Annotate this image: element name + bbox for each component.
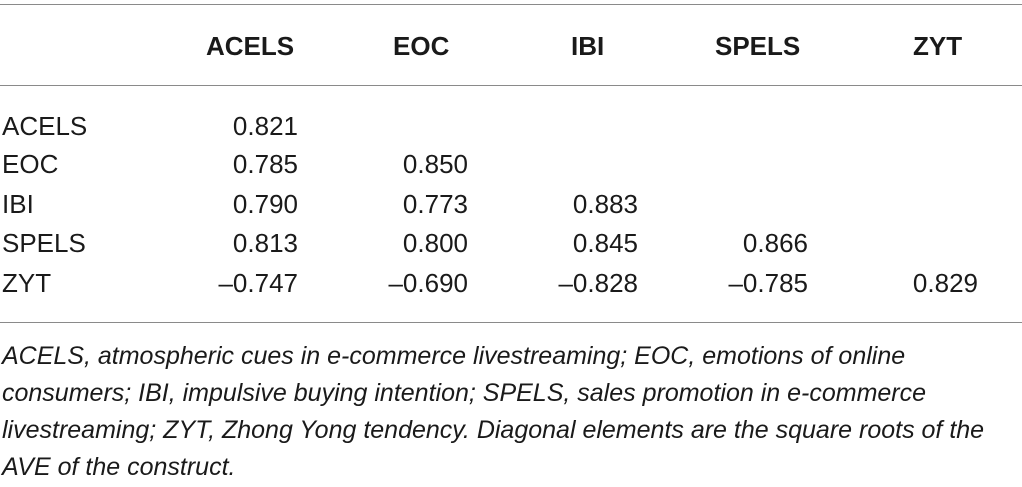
table-footnote: ACELS, atmospheric cues in e-commerce li… [2,342,985,481]
cell-ibi-acels: 0.790 [232,189,298,219]
cell-zyt-spels: –0.785 [728,268,808,298]
cell-spels-ibi: 0.845 [572,228,638,258]
cell-acels-acels: 0.821 [232,111,298,141]
cell-ibi-ibi: 0.883 [572,189,638,219]
cell-zyt-zyt: 0.829 [912,268,978,298]
cell-ibi-eoc: 0.773 [402,189,468,219]
cell-spels-eoc: 0.800 [402,228,468,258]
cell-zyt-ibi: –0.828 [558,268,638,298]
row-label-eoc: EOC [2,149,59,179]
table-top-rule [0,4,1022,5]
row-label-zyt: ZYT [2,268,52,298]
column-header-eoc: EOC [393,31,450,61]
row-label-acels: ACELS [2,111,88,141]
column-header-ibi: IBI [571,31,605,61]
column-header-zyt: ZYT [913,31,963,61]
cell-zyt-eoc: –0.690 [388,268,468,298]
row-label-ibi: IBI [2,189,34,219]
cell-eoc-eoc: 0.850 [402,149,468,179]
cell-spels-acels: 0.813 [232,228,298,258]
table-bottom-rule [0,322,1022,323]
cell-zyt-acels: –0.747 [218,268,298,298]
column-header-spels: SPELS [715,31,801,61]
row-label-spels: SPELS [2,228,86,258]
cell-eoc-acels: 0.785 [232,149,298,179]
column-header-acels: ACELS [206,31,295,61]
table-header-rule [0,85,1022,86]
cell-spels-spels: 0.866 [742,228,808,258]
